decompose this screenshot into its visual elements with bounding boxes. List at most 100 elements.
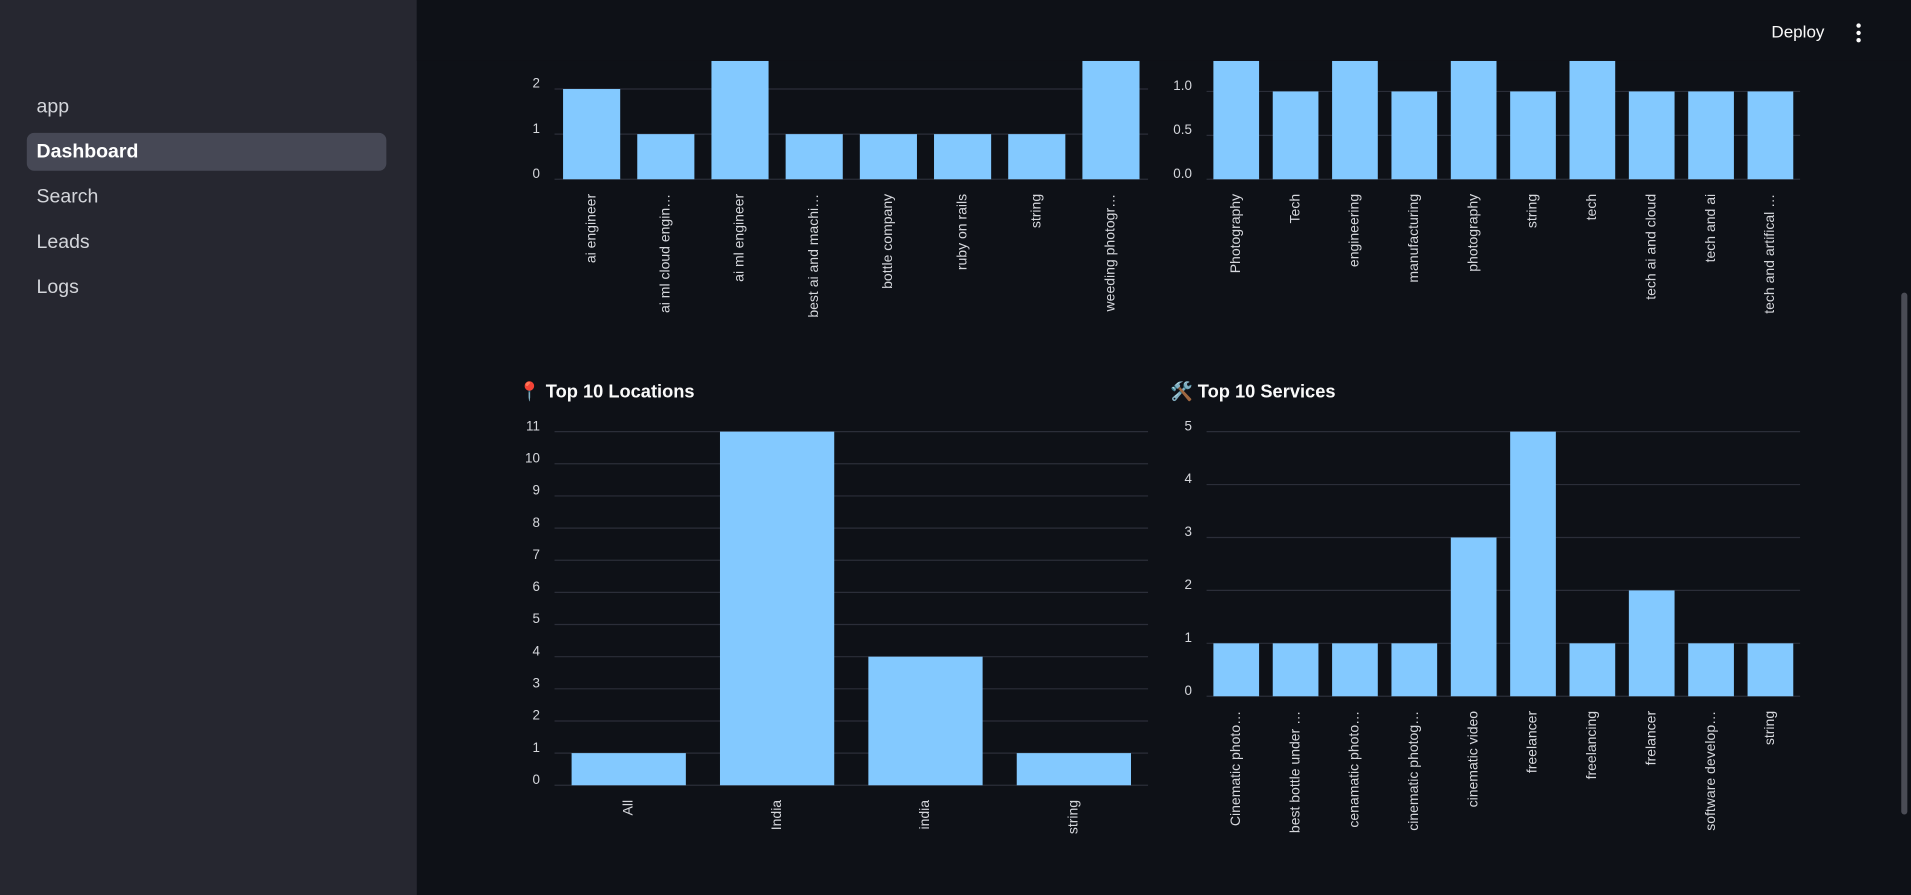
y-tick-label: 5 — [1184, 418, 1191, 433]
y-tick-label: 1 — [1184, 630, 1191, 645]
y-tick-label: 2 — [532, 708, 539, 723]
nav-item[interactable]: Logs — [37, 276, 80, 298]
y-tick-label: 0.0 — [1173, 166, 1192, 181]
x-tick-label: bottle company — [879, 194, 895, 289]
x-tick-label: tech — [1583, 194, 1599, 220]
y-tick-label: 6 — [532, 579, 539, 594]
y-tick-label: 0 — [532, 166, 539, 181]
bar — [1082, 43, 1140, 180]
bar — [1747, 643, 1794, 697]
y-tick-label: 0 — [532, 772, 539, 787]
bar — [711, 43, 769, 180]
bar — [1688, 643, 1734, 697]
x-tick-label: weeding photogr… — [1102, 194, 1118, 313]
x-tick-label: All — [619, 800, 635, 816]
x-tick-label: string — [1761, 711, 1777, 745]
bar — [571, 753, 686, 786]
bar — [719, 431, 835, 786]
x-tick-label: cenamatic photo… — [1346, 711, 1362, 828]
bar — [1628, 91, 1675, 180]
x-tick-label: freelancer — [1524, 711, 1540, 774]
x-tick-label: india — [916, 800, 932, 830]
y-tick-label: 0 — [1184, 683, 1191, 698]
bar — [859, 134, 917, 180]
nav-item[interactable]: app — [37, 95, 70, 117]
y-tick-label: 4 — [532, 643, 540, 658]
x-tick-label: India — [768, 800, 784, 831]
x-tick-label: tech and ai — [1702, 194, 1718, 263]
y-tick-label: 8 — [532, 515, 539, 530]
y-tick-label: 10 — [525, 450, 540, 465]
nav-item[interactable]: Dashboard — [37, 141, 139, 163]
x-tick-label: Tech — [1286, 194, 1302, 224]
y-tick-label: 1 — [532, 121, 539, 136]
x-tick-label: string — [1524, 194, 1540, 228]
x-tick-label: string — [1027, 194, 1043, 228]
x-tick-label: cinematic video — [1464, 711, 1480, 808]
y-tick-label: 4 — [1184, 471, 1192, 486]
x-tick-label: engineering — [1346, 194, 1362, 267]
x-tick-label: ai engineer — [582, 194, 598, 264]
nav-active-highlight — [26, 132, 387, 171]
x-tick-label: Photography — [1227, 194, 1243, 273]
y-tick-label: 3 — [532, 675, 539, 690]
x-tick-label: best ai and machi… — [805, 194, 821, 318]
y-tick-label: 0.5 — [1173, 122, 1192, 137]
bar — [1688, 91, 1734, 180]
x-tick-label: manufacturing — [1405, 194, 1421, 283]
y-tick-label: 3 — [1184, 524, 1191, 539]
bar — [1272, 643, 1319, 697]
x-tick-label: software develop… — [1702, 711, 1718, 831]
menu-dot — [1856, 38, 1861, 43]
y-tick-label: 2 — [1184, 577, 1191, 592]
y-tick-label: 5 — [532, 611, 539, 626]
chart-title: 📍 Top 10 Locations — [518, 380, 695, 401]
y-tick-label: 1.0 — [1173, 78, 1192, 93]
bar — [637, 134, 695, 180]
x-tick-label: tech ai and cloud — [1642, 194, 1658, 300]
bar — [785, 134, 843, 180]
bar — [1510, 91, 1556, 180]
menu-dot — [1856, 23, 1861, 28]
x-tick-label: freelancing — [1583, 711, 1599, 780]
bar — [868, 656, 983, 786]
bar — [1391, 91, 1438, 180]
nav-item[interactable]: Search — [37, 186, 99, 208]
scrollbar[interactable] — [1901, 292, 1908, 815]
x-tick-label: best bottle under … — [1286, 711, 1302, 833]
x-tick-label: tech and artifical … — [1761, 194, 1777, 314]
bar — [1008, 134, 1066, 180]
y-tick-label: 1 — [532, 740, 539, 755]
menu-dot — [1856, 30, 1861, 36]
bar — [1450, 537, 1497, 697]
x-tick-label: string — [1065, 800, 1081, 834]
header-bar — [416, 0, 1911, 61]
bar — [1213, 643, 1260, 697]
bar — [1510, 431, 1556, 697]
x-tick-label: photography — [1464, 194, 1480, 272]
charts: 0 1 2 ai engineer ai ml cloud engin… ai ml en… — [518, 3, 1801, 834]
bar — [1628, 590, 1675, 697]
y-tick-label: 2 — [532, 76, 539, 91]
nav-item[interactable]: Leads — [37, 231, 90, 253]
bar — [1569, 643, 1616, 697]
x-tick-label: ruby on rails — [953, 194, 969, 270]
x-tick-label: ai ml cloud engin… — [657, 194, 673, 313]
bar — [1016, 753, 1131, 786]
x-tick-label: cinematic photog… — [1405, 711, 1421, 831]
bar — [1747, 91, 1794, 180]
deploy-button[interactable]: Deploy — [1771, 22, 1825, 41]
chart-title: 🛠️ Top 10 Services — [1170, 379, 1336, 401]
x-tick-label: frelancer — [1642, 711, 1658, 766]
y-tick-label: 7 — [532, 547, 539, 562]
x-tick-label: Cinematic photo… — [1227, 711, 1243, 826]
bar — [563, 89, 621, 180]
menu-button[interactable] — [1856, 23, 1861, 43]
bar — [1391, 643, 1438, 697]
bar — [1272, 91, 1319, 180]
bar — [934, 134, 992, 180]
bar — [1332, 643, 1378, 697]
x-tick-label: ai ml engineer — [731, 194, 747, 282]
